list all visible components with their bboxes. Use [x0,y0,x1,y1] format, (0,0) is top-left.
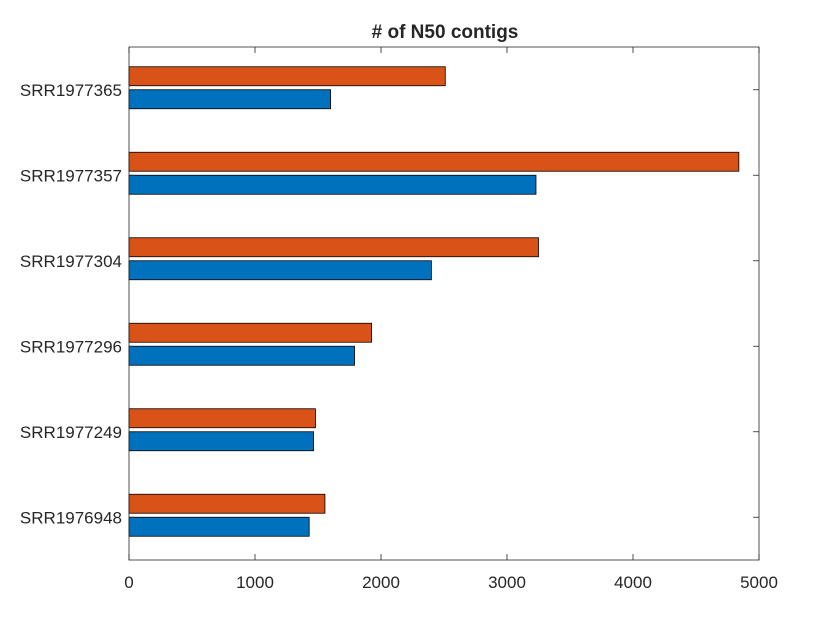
x-tick-label: 3000 [488,573,526,592]
bar-series-1-SRR1977357 [128,151,740,172]
bar-series-2-SRR1977296 [128,345,355,366]
bar-series-2-SRR1977365 [128,89,332,110]
bar-series-1-SRR1977249 [128,408,316,429]
bar-series-2-SRR1976948 [128,516,310,537]
x-tick-label: 5000 [740,573,778,592]
x-tick-label: 1000 [236,573,274,592]
x-tick-label: 2000 [362,573,400,592]
bar-series-1-SRR1977365 [128,66,446,87]
chart-title: # of N50 contigs [372,22,519,43]
x-tick-label: 4000 [614,573,652,592]
bar-series-1-SRR1976948 [128,493,326,514]
bar-series-2-SRR1977357 [128,174,537,195]
y-tick-label: SRR1977365 [20,81,122,100]
x-tick-label: 0 [124,573,133,592]
axes-box [128,46,760,561]
y-tick-label: SRR1977304 [20,252,122,271]
bar-series-1-SRR1977296 [128,322,372,343]
y-tick-label: SRR1977249 [20,423,122,442]
bar-series-1-SRR1977304 [128,237,539,258]
y-tick-label: SRR1976948 [20,508,122,527]
bar-series-2-SRR1977304 [128,260,432,281]
y-tick-label: SRR1977357 [20,166,122,185]
axes-layer: 0 1000 2000 3000 4000 5000 SRR1977365 SRR197735… [20,46,778,592]
bar-series-2-SRR1977249 [128,431,314,452]
y-tick-label: SRR1977296 [20,337,122,356]
